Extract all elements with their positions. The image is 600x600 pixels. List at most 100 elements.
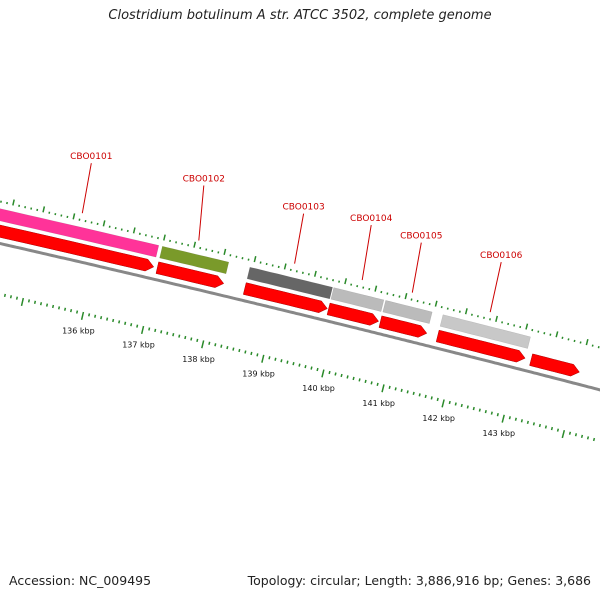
kbp-label: 142 kbp [422, 414, 455, 423]
inner-tick [370, 381, 373, 385]
gene-leader-line [489, 261, 502, 313]
inner-tick [490, 411, 493, 415]
outer-tick [585, 339, 589, 346]
outer-tick [72, 213, 76, 220]
inner-tick [69, 309, 73, 313]
inner-tick [400, 388, 403, 393]
inner-tick [178, 334, 181, 338]
outer-tick [102, 220, 106, 227]
inner-tick [340, 373, 343, 378]
gene-leader-line [198, 185, 205, 241]
inner-tick [160, 330, 163, 334]
inner-tick [148, 327, 151, 331]
inner-tick [166, 331, 169, 335]
genome-backbone [0, 241, 600, 392]
inner-tick [88, 313, 91, 317]
gene-leader-line [81, 163, 92, 214]
outer-tick [193, 241, 197, 248]
inner-tick [592, 437, 596, 442]
outer-tick [434, 300, 438, 307]
inner-tick [580, 434, 584, 438]
inner-tick [140, 325, 145, 335]
outer-tick [555, 331, 559, 338]
inner-tick [256, 353, 259, 357]
inner-tick [424, 394, 427, 399]
inner-tick [172, 333, 175, 337]
kbp-label: 141 kbp [362, 399, 395, 408]
inner-tick [136, 324, 139, 328]
inner-tick [304, 364, 307, 369]
outer-tick [283, 263, 287, 270]
inner-tick [556, 428, 560, 432]
inner-tick [220, 344, 223, 348]
inner-tick [328, 370, 331, 375]
inner-tick [466, 405, 469, 409]
inner-tick [441, 399, 445, 408]
cds-arrow [435, 329, 526, 363]
gene-bar-cbo0104 [330, 287, 385, 312]
cds-arrow [378, 315, 428, 338]
inner-tick [201, 340, 205, 349]
inner-tick [106, 317, 109, 321]
inner-tick [574, 433, 578, 437]
inner-tick [214, 343, 217, 347]
inner-tick [274, 357, 277, 361]
inner-tick [232, 347, 235, 351]
inner-tick [80, 311, 85, 320]
inner-tick [412, 391, 415, 396]
outer-tick [374, 285, 378, 292]
kbp-label: 138 kbp [182, 355, 215, 364]
inner-tick [550, 426, 554, 431]
gene-leader-line [411, 242, 422, 293]
inner-tick [286, 360, 289, 364]
inner-tick [544, 425, 548, 429]
accession-text: Accession: NC_009495 [9, 573, 152, 588]
inner-tick [51, 304, 55, 309]
inner-tick [526, 420, 529, 425]
inner-tick [454, 402, 457, 406]
cds-arrow [529, 353, 580, 377]
inner-tick [112, 318, 115, 323]
inner-tick [20, 297, 25, 307]
inner-tick [352, 376, 355, 381]
outer-tick [12, 199, 15, 206]
inner-tick [310, 366, 313, 370]
gene-bar-cbo0106 [439, 314, 531, 349]
inner-tick [154, 328, 157, 333]
gene-label-cbo0105: CBO0105 [400, 232, 442, 242]
outer-tick [344, 278, 348, 285]
inner-tick [3, 293, 7, 298]
gene-bar-cbo0102 [159, 245, 230, 275]
inner-tick [196, 338, 199, 343]
inner-tick [381, 384, 385, 393]
inner-tick [184, 335, 187, 340]
inner-tick [334, 372, 337, 376]
outer-tick [163, 234, 166, 241]
inner-tick [45, 303, 49, 307]
inner-tick [484, 409, 487, 414]
inner-tick [460, 403, 463, 408]
inner-tick [292, 362, 295, 366]
inner-tick [100, 316, 103, 320]
inner-tick [190, 337, 193, 341]
inner-tick [94, 314, 97, 318]
inner-tick [508, 416, 511, 420]
inner-tick [448, 400, 451, 405]
inner-tick [244, 350, 247, 354]
inner-tick [514, 417, 517, 421]
outer-tick [464, 308, 468, 315]
gene-label-cbo0101: CBO0101 [70, 152, 112, 162]
inner-tick [76, 310, 79, 314]
outer-tick [495, 315, 499, 322]
inner-tick [250, 351, 253, 356]
inner-tick [261, 354, 265, 363]
inner-tick [568, 431, 572, 435]
inner-tick [520, 419, 523, 423]
inner-tick [316, 367, 319, 372]
inner-tick [27, 299, 31, 303]
inner-tick [63, 307, 67, 311]
inner-tick [57, 306, 61, 310]
inner-tick [388, 385, 391, 390]
gene-label-cbo0106: CBO0106 [480, 251, 523, 261]
inner-tick [226, 345, 229, 350]
